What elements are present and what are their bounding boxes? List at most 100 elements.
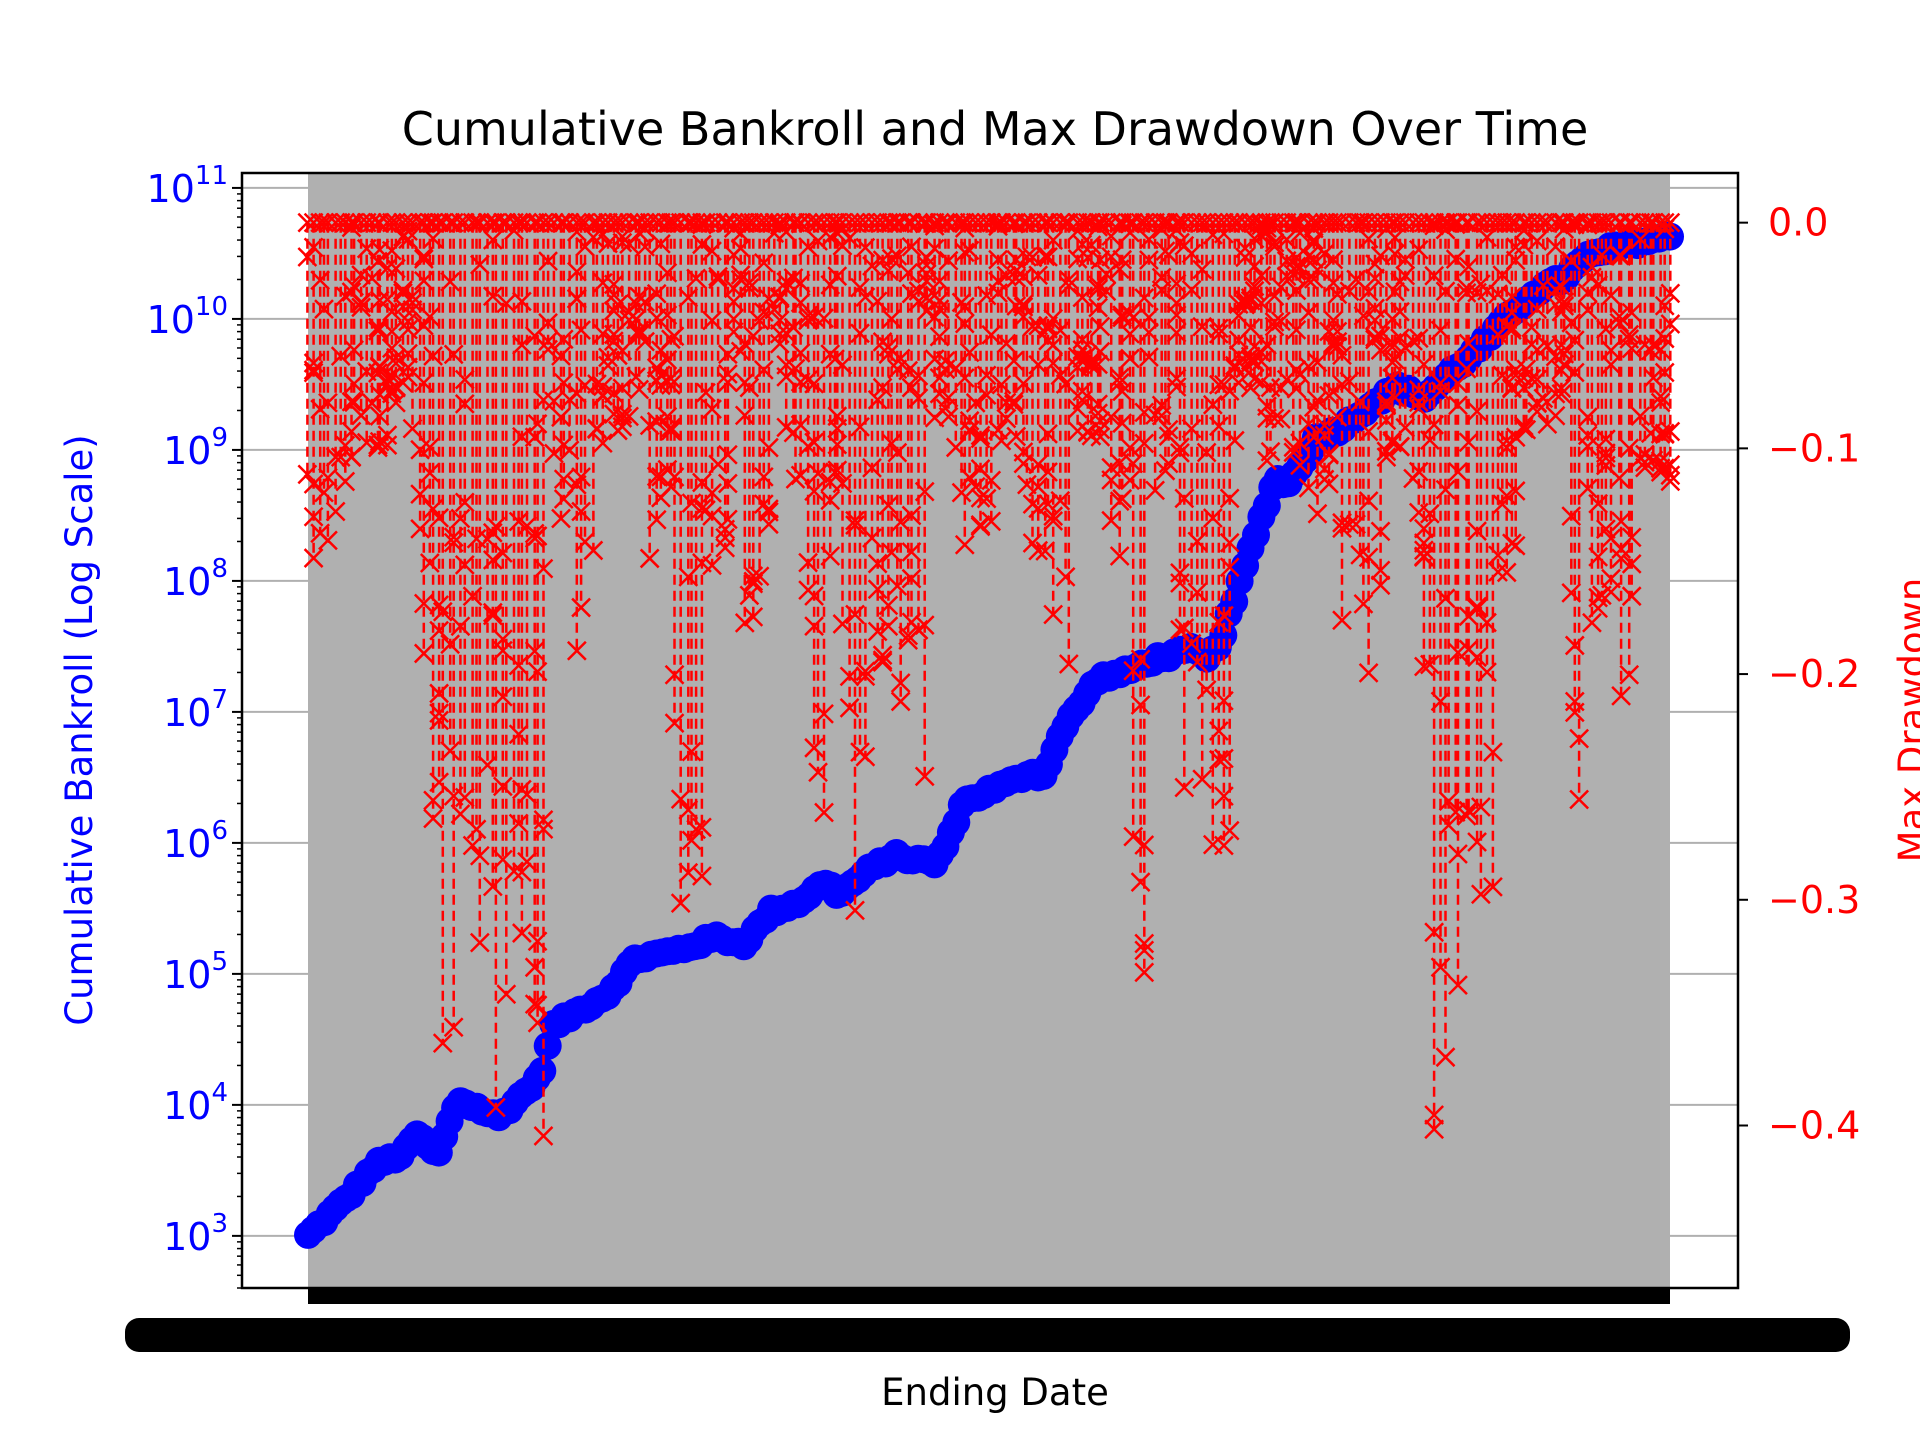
- drawdown-marker: [717, 444, 738, 465]
- drawdown-marker: [1013, 296, 1034, 317]
- drawdown-marker: [429, 710, 450, 731]
- drawdown-marker: [1166, 322, 1187, 343]
- drawdown-marker: [1424, 265, 1445, 286]
- drawdown-marker: [1619, 664, 1640, 685]
- drawdown-marker: [743, 566, 764, 586]
- drawdown-marker: [855, 746, 876, 767]
- drawdown-marker: [419, 437, 440, 458]
- drawdown-marker: [717, 372, 738, 393]
- drawdown-marker: [1003, 350, 1024, 371]
- drawdown-marker: [1260, 441, 1281, 462]
- drawdown-marker: [1591, 212, 1612, 233]
- drawdown-marker: [1314, 243, 1335, 264]
- drawdown-marker: [1013, 453, 1034, 474]
- drawdown-marker: [429, 683, 450, 704]
- drawdown-marker: [1545, 405, 1566, 426]
- drawdown-marker: [314, 299, 334, 319]
- x-axis-label: Ending Date: [881, 1371, 1109, 1414]
- x-tick-label-block: [308, 1288, 1670, 1304]
- drawdown-marker: [1533, 275, 1554, 296]
- drawdown-marker: [538, 312, 558, 333]
- drawdown-marker: [310, 270, 331, 291]
- left-tick-label: 109: [163, 423, 228, 473]
- drawdown-marker: [1257, 335, 1277, 355]
- drawdown-marker: [381, 301, 402, 322]
- drawdown-marker: [571, 467, 591, 487]
- drawdown-marker: [678, 799, 699, 820]
- drawdown-marker: [976, 285, 997, 306]
- drawdown-marker: [681, 741, 702, 762]
- right-tick-label: 0.0: [1768, 201, 1828, 245]
- drawdown-marker: [839, 666, 860, 687]
- drawdown-marker: [1419, 654, 1440, 675]
- drawdown-marker: [368, 317, 388, 338]
- drawdown-marker: [1448, 844, 1468, 864]
- drawdown-marker: [1319, 474, 1339, 494]
- drawdown-marker: [303, 474, 324, 494]
- drawdown-marker: [1088, 297, 1109, 318]
- drawdown-marker: [1502, 317, 1522, 338]
- drawdown-marker: [1582, 612, 1602, 633]
- drawdown-marker: [790, 415, 811, 435]
- drawdown-marker: [1588, 547, 1609, 567]
- drawdown-marker: [566, 640, 587, 661]
- left-tick-label: 108: [163, 554, 228, 604]
- drawdown-marker: [1058, 275, 1079, 296]
- drawdown-marker: [1035, 246, 1056, 267]
- drawdown-marker: [1601, 285, 1621, 306]
- drawdown-marker: [1170, 619, 1190, 640]
- drawdown-marker: [1483, 877, 1503, 897]
- drawdown-marker: [1170, 573, 1190, 593]
- drawdown-marker: [872, 377, 893, 398]
- right-axis-ticks: 0.0 −0.1 −0.2 −0.3 −0.4: [1738, 201, 1860, 1147]
- drawdown-marker: [804, 212, 824, 233]
- drawdown-marker: [1419, 503, 1440, 524]
- drawdown-marker: [512, 923, 532, 943]
- drawdown-marker: [508, 655, 529, 676]
- drawdown-marker: [482, 602, 503, 623]
- drawdown-marker: [1467, 401, 1487, 422]
- drawdown-marker: [1376, 410, 1397, 431]
- drawdown-marker: [1502, 302, 1522, 323]
- drawdown-marker: [369, 406, 390, 426]
- grid-lines: [242, 186, 1738, 1237]
- drawdown-marker: [1350, 392, 1371, 412]
- drawdown-marker: [692, 817, 712, 838]
- drawdown-marker: [592, 433, 613, 453]
- drawdown-marker: [938, 250, 959, 271]
- drawdown-marker: [1654, 362, 1675, 383]
- drawdown-marker: [517, 851, 537, 872]
- drawdown-marker: [1174, 777, 1195, 798]
- drawdown-marker: [1609, 312, 1630, 333]
- drawdown-marker: [377, 435, 398, 456]
- drawdown-marker: [603, 212, 624, 233]
- drawdown-marker: [1470, 884, 1491, 905]
- drawdown-marker: [1502, 287, 1522, 307]
- drawdown-marker: [413, 643, 434, 664]
- drawdown-marker: [730, 238, 751, 259]
- drawdown-marker: [496, 984, 517, 1005]
- drawdown-marker: [890, 512, 911, 533]
- drawdown-marker: [1477, 280, 1497, 301]
- drawdown-marker: [1577, 300, 1598, 321]
- drawdown-marker: [1458, 256, 1479, 277]
- drawdown-marker: [1303, 218, 1324, 239]
- drawdown-marker: [1112, 413, 1133, 434]
- drawdown-marker: [901, 505, 922, 526]
- drawdown-marker: [1435, 1047, 1456, 1068]
- drawdown-marker: [386, 392, 406, 413]
- drawdown-marker: [901, 377, 922, 398]
- drawdown-marker: [651, 233, 671, 254]
- drawdown-marker: [1488, 545, 1508, 566]
- drawdown-marker: [988, 213, 1008, 234]
- drawdown-marker: [1120, 324, 1140, 344]
- drawdown-marker: [914, 766, 935, 787]
- drawdown-marker: [1370, 575, 1391, 596]
- drawdown-marker: [571, 597, 591, 618]
- drawdown-marker: [612, 378, 633, 399]
- drawdown-marker: [708, 266, 728, 287]
- drawdown-marker: [1123, 826, 1144, 847]
- left-tick-label: 104: [163, 1078, 228, 1128]
- drawdown-marker: [717, 509, 738, 530]
- drawdown-marker: [935, 351, 956, 371]
